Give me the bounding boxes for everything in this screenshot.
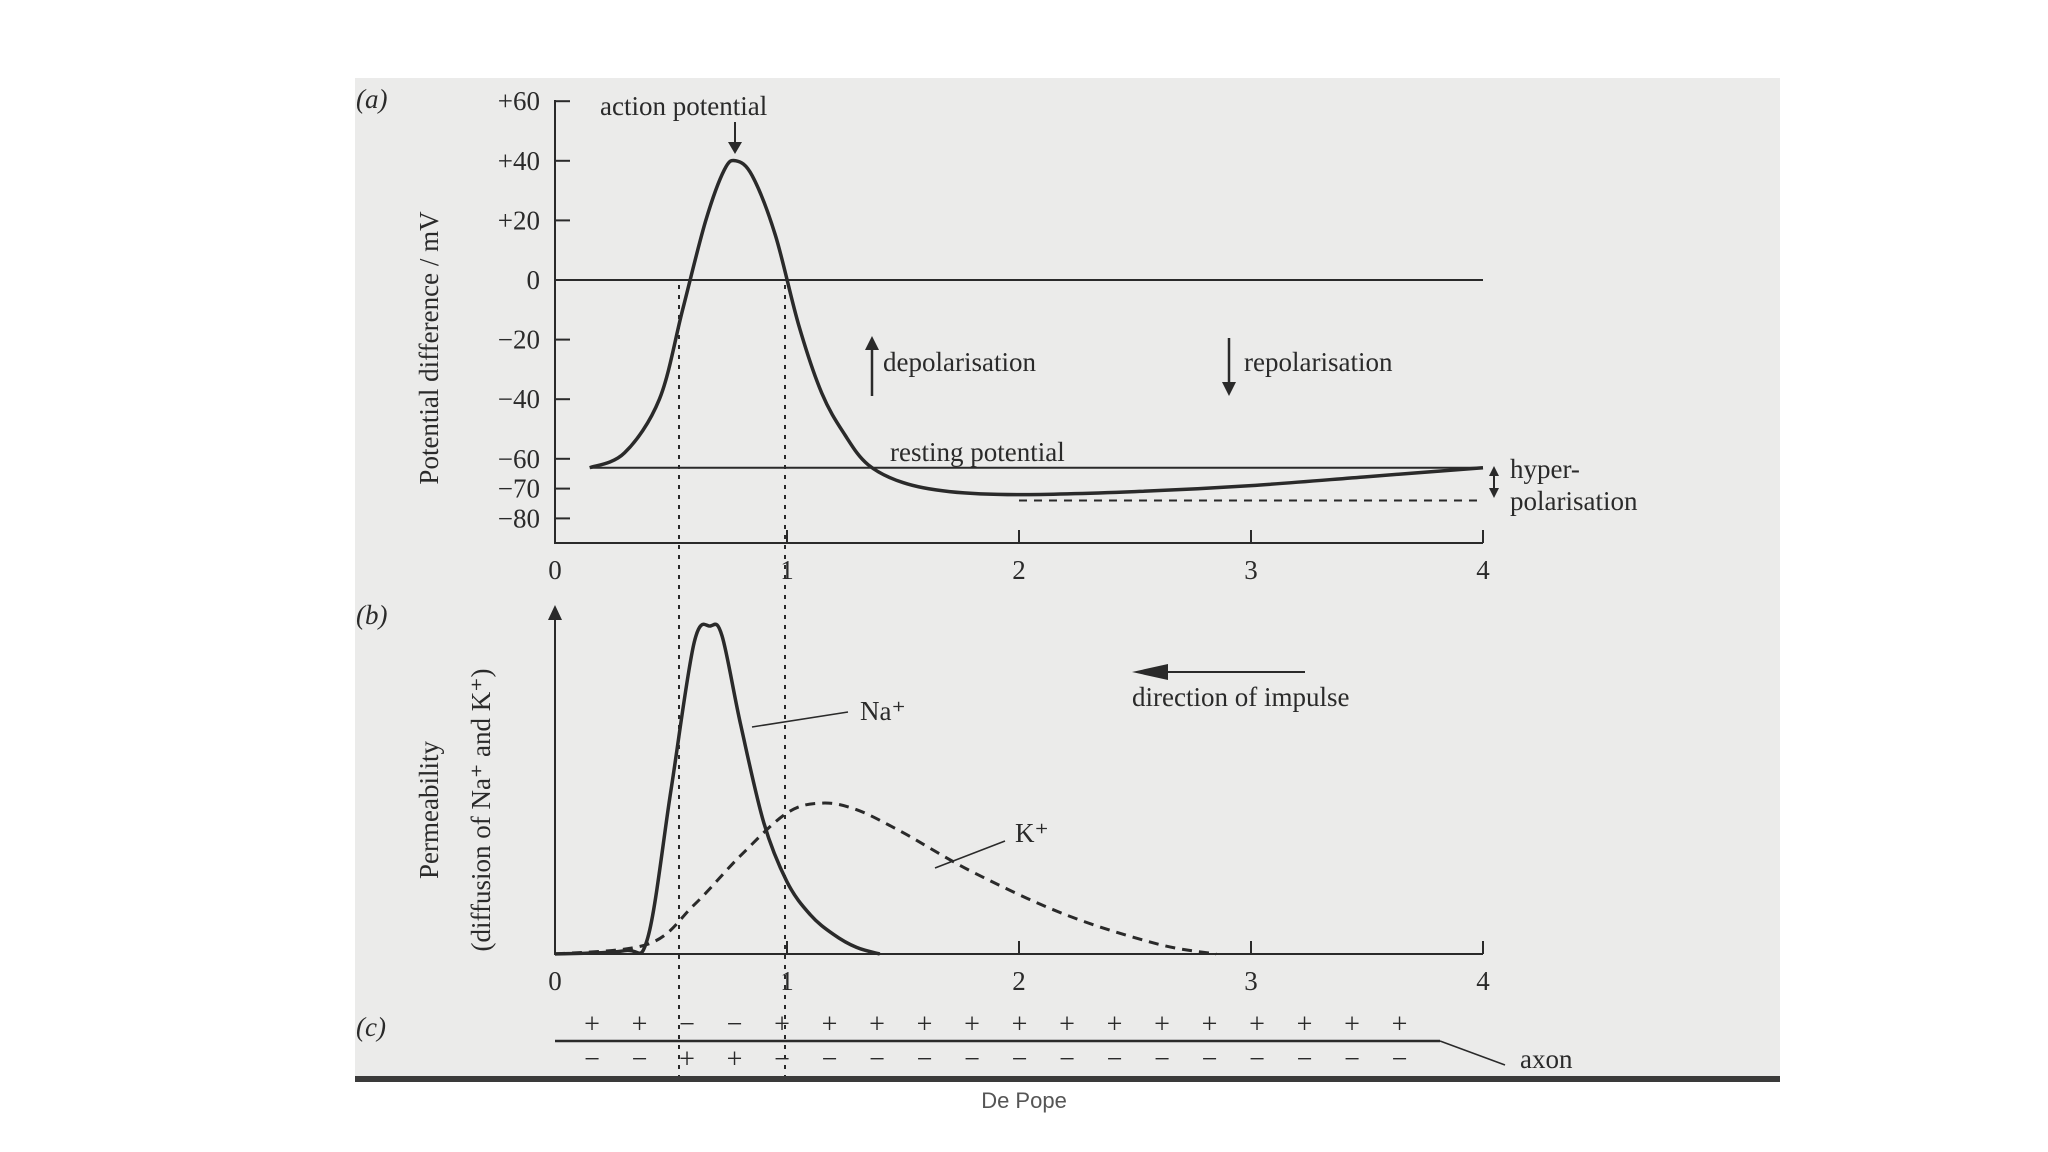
inner-charge-sign: −	[1059, 1044, 1075, 1075]
outer-charge-sign: +	[869, 1009, 885, 1040]
inner-charge-sign: −	[632, 1044, 648, 1075]
y-tick-label: +20	[498, 205, 540, 235]
repolarisation-arrow-icon	[1222, 338, 1236, 396]
direction-of-impulse-arrow-icon	[1132, 664, 1305, 680]
inner-charge-sign: −	[964, 1044, 980, 1075]
depolarisation-arrow-icon	[865, 336, 879, 396]
y-tick-label: +60	[498, 86, 540, 116]
inner-charge-sign: −	[1297, 1044, 1313, 1075]
outer-charge-sign: +	[1107, 1009, 1123, 1040]
outer-charge-sign: +	[822, 1009, 838, 1040]
na-permeability-curve	[554, 622, 881, 956]
inner-charge-sign: −	[1249, 1044, 1265, 1075]
k-leader-line	[934, 840, 1006, 869]
panel-b-x-ticks: 0 1 2 3 4	[548, 941, 1490, 996]
y-tick-label: +40	[498, 146, 540, 176]
x-tick-label: 1	[780, 555, 794, 585]
outer-charge-sign: +	[1154, 1009, 1170, 1040]
y-tick-label: −80	[498, 503, 540, 533]
y-tick-label: −60	[498, 444, 540, 474]
axon-label: axon	[1520, 1044, 1573, 1074]
y-tick-label: −70	[498, 474, 540, 504]
outer-charge-sign: +	[774, 1009, 790, 1040]
outer-charge-sign: +	[1344, 1009, 1360, 1040]
panel-b-y-axis-label-line2: (diffusion of Na⁺ and K⁺)	[466, 669, 496, 952]
na-leader-line	[751, 711, 849, 728]
outer-charge-sign: +	[1249, 1009, 1265, 1040]
resting-potential-label: resting potential	[890, 437, 1065, 467]
inner-charge-sign: −	[1107, 1044, 1123, 1075]
panel-b-label: (b)	[356, 600, 387, 630]
x-tick-label: 2	[1012, 555, 1026, 585]
x-tick-label: 3	[1244, 555, 1258, 585]
inner-charge-sign: −	[1154, 1044, 1170, 1075]
y-tick-label: −20	[498, 325, 540, 355]
axon-inner-charges: − − + + − − − − − − − − − − − − − −	[584, 1044, 1407, 1075]
k-label: K⁺	[1015, 818, 1049, 848]
inner-charge-sign: −	[1344, 1044, 1360, 1075]
x-tick-label: 4	[1476, 966, 1490, 996]
hyperpolarisation-label-line2: polarisation	[1510, 486, 1638, 516]
outer-charge-sign: +	[1202, 1009, 1218, 1040]
inner-charge-sign: −	[822, 1044, 838, 1075]
x-tick-label: 2	[1012, 966, 1026, 996]
axon-outer-charges: + + − − + + + + + + + + + + + + + +	[584, 1009, 1407, 1040]
x-tick-label: 0	[548, 966, 562, 996]
inner-charge-sign: −	[917, 1044, 933, 1075]
x-tick-label: 3	[1244, 966, 1258, 996]
y-tick-label: 0	[527, 265, 541, 295]
panel-b-y-axis-label-line1: Permeability	[414, 741, 444, 879]
outer-charge-sign: +	[1059, 1009, 1075, 1040]
outer-charge-sign: +	[1392, 1009, 1408, 1040]
x-tick-label: 0	[548, 555, 562, 585]
inner-charge-sign: +	[727, 1044, 743, 1075]
outer-charge-sign: +	[1012, 1009, 1028, 1040]
x-tick-label: 4	[1476, 555, 1490, 585]
action-potential-label: action potential	[600, 91, 767, 121]
panel-a-y-axis-label: Potential difference / mV	[414, 211, 444, 485]
panel-a-label: (a)	[356, 84, 387, 114]
outer-charge-sign: +	[917, 1009, 933, 1040]
panel-c-label: (c)	[356, 1012, 386, 1042]
na-label: Na⁺	[860, 696, 906, 726]
outer-charge-sign: +	[632, 1009, 648, 1040]
inner-charge-sign: −	[584, 1044, 600, 1075]
axon-leader-line	[1439, 1040, 1506, 1066]
panel-a-x-ticks: 0 1 2 3 4	[548, 530, 1490, 585]
action-potential-arrow-icon	[728, 122, 742, 154]
outer-charge-sign: −	[679, 1009, 695, 1040]
outer-charge-sign: +	[584, 1009, 600, 1040]
inner-charge-sign: −	[1202, 1044, 1218, 1075]
inner-charge-sign: −	[869, 1044, 885, 1075]
action-potential-curve	[589, 158, 1484, 497]
hyperpolarisation-arrow-icon	[1489, 466, 1499, 498]
depolarisation-label: depolarisation	[883, 347, 1036, 377]
outer-charge-sign: +	[964, 1009, 980, 1040]
inner-charge-sign: −	[774, 1044, 790, 1075]
x-tick-label: 1	[780, 966, 794, 996]
outer-charge-sign: +	[1297, 1009, 1313, 1040]
inner-charge-sign: −	[1392, 1044, 1408, 1075]
figure-background	[355, 78, 1780, 1080]
k-permeability-curve	[554, 801, 1217, 956]
outer-charge-sign: −	[727, 1009, 743, 1040]
panel-a-reference-lines	[555, 279, 1483, 502]
direction-of-impulse-label: direction of impulse	[1132, 682, 1349, 712]
y-tick-label: −40	[498, 384, 540, 414]
hyperpolarisation-label-line1: hyper-	[1510, 454, 1580, 484]
repolarisation-label: repolarisation	[1244, 347, 1393, 377]
panel-b-y-axis-arrow-icon	[548, 605, 562, 620]
figure-bottom-border	[355, 1076, 1780, 1082]
slide-caption: De Pope	[981, 1088, 1067, 1113]
inner-charge-sign: −	[1012, 1044, 1028, 1075]
inner-charge-sign: +	[679, 1044, 695, 1075]
panel-a-y-ticks: +60 +40 +20 0 −20 −40 −60−70−80	[498, 86, 570, 533]
